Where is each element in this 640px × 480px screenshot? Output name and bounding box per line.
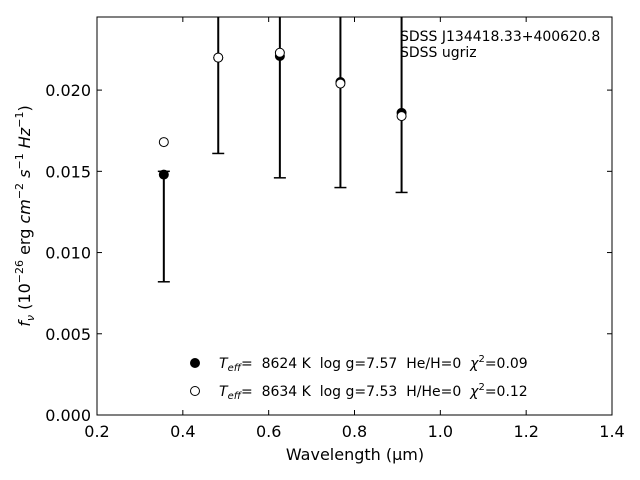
x-tick-label: 0.6 <box>256 422 281 441</box>
axis-ticks: 0.2 0.4 0.6 0.8 1.0 1.2 1.4 0.000 0.005 0.010 0.01… <box>45 17 625 441</box>
x-tick-label: 0.2 <box>84 422 109 441</box>
point-open <box>158 137 169 148</box>
point-open <box>335 78 346 89</box>
point-open <box>213 52 224 63</box>
object-annotation: SDSS J134418.33+400620.8 SDSS ugriz <box>400 29 600 61</box>
y-tick-label: 0.010 <box>45 244 91 263</box>
point-filled <box>158 169 169 180</box>
y-tick-label: 0.015 <box>45 162 91 181</box>
x-tick-label: 0.4 <box>170 422 195 441</box>
x-tick-label: 1.2 <box>513 422 538 441</box>
error-bars <box>157 17 408 283</box>
legend-entry-2: Teff= 8634 K log g=7.53 H/He=0 χ2=0.12 <box>219 382 528 402</box>
plot-area <box>96 16 613 416</box>
point-open <box>396 111 407 122</box>
x-axis-label: Wavelength (μm) <box>286 445 424 464</box>
legend: Teff= 8624 K log g=7.57 He/H=0 χ2=0.09 T… <box>190 354 528 402</box>
x-tick-label: 1.4 <box>599 422 624 441</box>
data-points <box>158 47 407 180</box>
legend-marker-open <box>190 386 200 396</box>
y-tick-label: 0.020 <box>45 81 91 100</box>
annotation-line-1: SDSS J134418.33+400620.8 <box>400 29 600 45</box>
x-tick-label: 0.8 <box>342 422 367 441</box>
y-tick-label: 0.005 <box>45 325 91 344</box>
x-tick-label: 1.0 <box>428 422 453 441</box>
legend-entry-1: Teff= 8624 K log g=7.57 He/H=0 χ2=0.09 <box>219 354 528 374</box>
legend-marker-filled <box>190 358 200 368</box>
y-axis-label: fν (10−26 erg cm−2 s−1 Hz−1) <box>13 105 37 326</box>
point-open <box>274 47 285 58</box>
annotation-line-2: SDSS ugriz <box>400 45 477 61</box>
y-tick-label: 0.000 <box>45 406 91 425</box>
